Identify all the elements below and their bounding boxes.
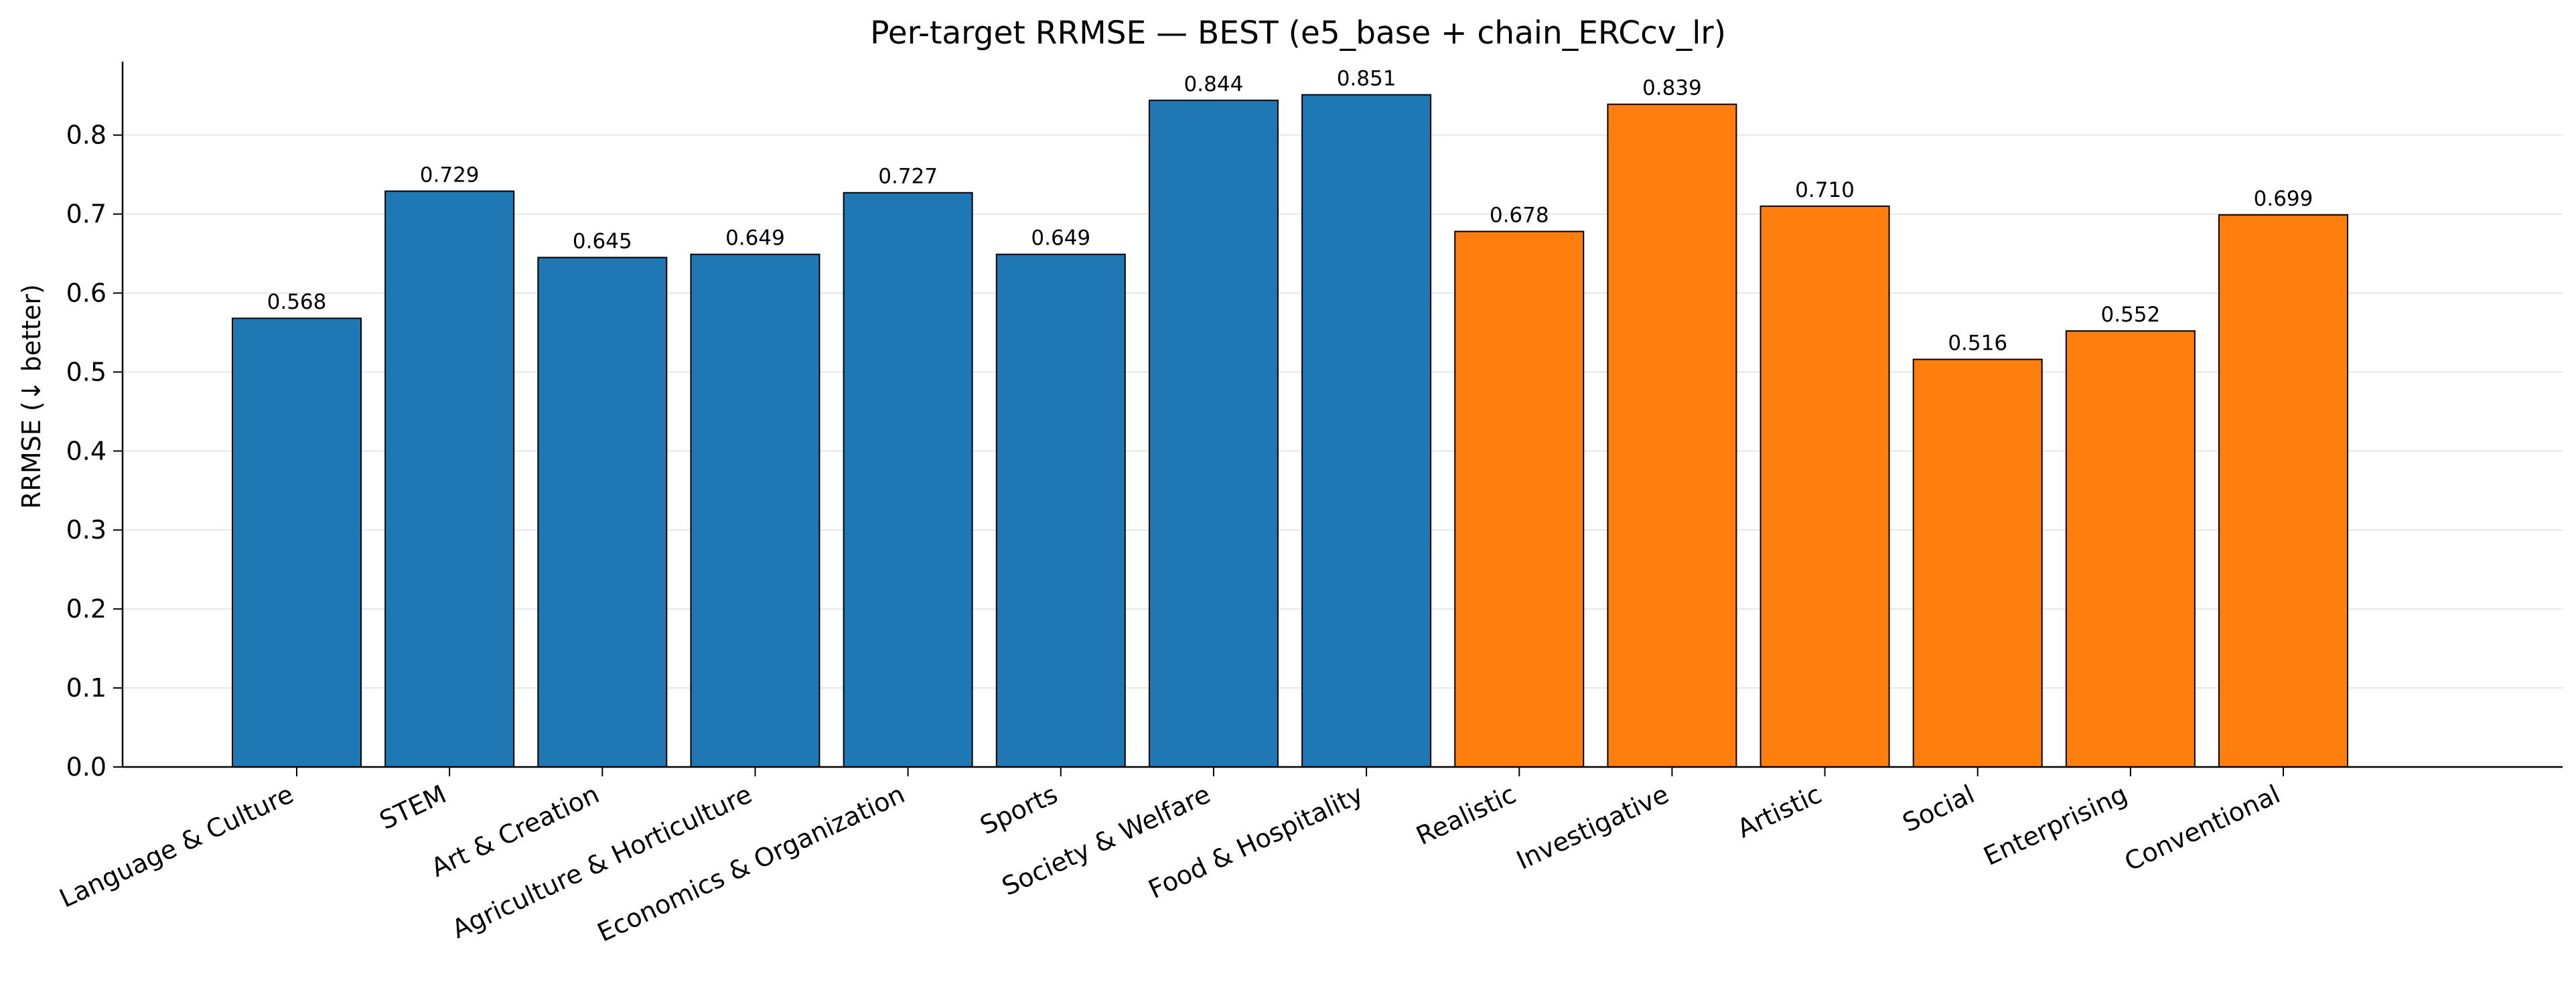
x-tick-label: Language & Culture — [55, 779, 298, 913]
x-tick-label: STEM — [375, 779, 451, 835]
y-tick-label: 0.3 — [66, 515, 106, 545]
bar — [1148, 99, 1279, 768]
bars — [232, 94, 2348, 768]
x-tick-label: Enterprising — [1979, 779, 2132, 871]
bar — [1454, 230, 1585, 768]
data-label: 0.678 — [1490, 204, 1549, 228]
bar — [1301, 94, 1432, 768]
y-tick-label: 0.6 — [66, 278, 106, 307]
x-tick-label: Conventional — [2120, 779, 2285, 877]
bar — [2065, 330, 2196, 768]
data-label: 0.699 — [2254, 187, 2313, 211]
bar — [1912, 358, 2043, 768]
x-tick-label: Social — [1898, 779, 1979, 837]
x-tick-label: Realistic — [1412, 779, 1520, 851]
chart-title: Per-target RRMSE — BEST (e5_base + chain… — [870, 15, 1726, 52]
bar — [2218, 214, 2348, 768]
y-tick-label: 0.0 — [66, 752, 106, 782]
y-tick-label: 0.5 — [66, 357, 106, 386]
data-label: 0.552 — [2100, 303, 2160, 327]
y-tick-label: 0.1 — [66, 673, 106, 703]
bar — [843, 192, 973, 768]
y-tick-label: 0.8 — [66, 121, 106, 150]
data-label: 0.568 — [267, 290, 327, 314]
bar — [995, 253, 1126, 768]
data-label: 0.729 — [420, 163, 480, 187]
y-axis-label: RRMSE (↓ better) — [17, 284, 46, 509]
data-labels: 0.568 0.729 0.645 0.649 0.727 0.649 0.844 0.851… — [267, 67, 2313, 356]
y-tick-label: 0.7 — [66, 200, 106, 229]
bar — [690, 253, 820, 768]
bar — [1760, 205, 1890, 768]
data-label: 0.649 — [1031, 226, 1090, 251]
data-label: 0.710 — [1795, 178, 1855, 202]
bar — [232, 318, 362, 768]
data-label: 0.844 — [1184, 72, 1244, 96]
bar — [537, 257, 668, 768]
y-tick-label: 0.4 — [66, 436, 106, 466]
bar — [1607, 103, 1737, 768]
y-tick-label: 0.2 — [66, 594, 106, 624]
data-label: 0.851 — [1337, 67, 1397, 91]
x-tick-label: Investigative — [1512, 779, 1673, 875]
data-label: 0.645 — [573, 229, 632, 253]
x-tick-label: Sports — [976, 779, 1062, 840]
data-label: 0.649 — [725, 226, 785, 251]
data-label: 0.516 — [1948, 332, 2007, 356]
data-label: 0.839 — [1642, 76, 1702, 100]
data-label: 0.727 — [878, 165, 938, 189]
y-axis: 0.0 0.1 0.2 0.3 0.4 0.5 0.6 0.7 0.8 — [66, 62, 124, 782]
x-tick-label: Artistic — [1733, 779, 1826, 843]
bar — [384, 190, 515, 768]
